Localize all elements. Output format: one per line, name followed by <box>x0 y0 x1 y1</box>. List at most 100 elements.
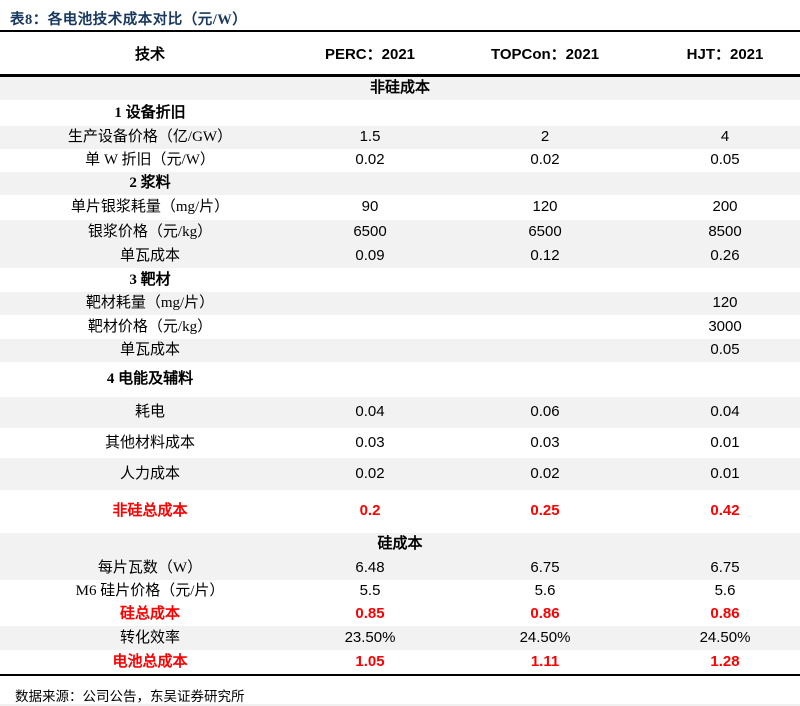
row-label: 3 靶材 <box>129 271 171 288</box>
table-row: 3 靶材 <box>0 268 800 292</box>
bottom-edge-line <box>0 704 800 706</box>
row-value: 5.5 <box>359 582 381 600</box>
section-label: 非硅成本 <box>369 80 430 97</box>
table-row: 转化效率 23.50% 24.50% 24.50% <box>0 626 800 650</box>
cost-comparison-table: 技术 PERC：2021 TOPCon：2021 HJT：2021 非硅成本 1 … <box>0 30 800 676</box>
table-row: 每片瓦数（W） 6.48 6.75 6.75 <box>0 556 800 580</box>
row-value: 0.03 <box>530 433 560 451</box>
row-value: 0.01 <box>710 464 740 482</box>
section-row: 硅成本 <box>0 533 800 556</box>
row-value: 6500 <box>353 222 387 240</box>
row-value: 0.86 <box>710 605 740 623</box>
table-row: 1 设备折旧 <box>0 100 800 126</box>
row-value: 0.03 <box>355 433 385 451</box>
row-label: 人力成本 <box>119 465 180 482</box>
row-value: 1.05 <box>355 652 385 670</box>
row-value: 4 <box>720 128 730 146</box>
row-value: 0.12 <box>530 246 560 264</box>
table-row: 耗电 0.04 0.06 0.04 <box>0 397 800 428</box>
row-label: 生产设备价格（亿/GW） <box>67 129 233 146</box>
table-body: 非硅成本 1 设备折旧生产设备价格（亿/GW） 1.5 2 4 单 W 折旧（元/W） 0.… <box>0 77 800 674</box>
table-row: 其他材料成本 0.03 0.03 0.01 <box>0 428 800 458</box>
row-value: 200 <box>712 198 738 216</box>
row-value: 2 <box>540 128 550 146</box>
row-value: 0.42 <box>710 502 740 520</box>
table-row: 靶材耗量（mg/片） 120 <box>0 292 800 315</box>
table-row: 靶材价格（元/kg） 3000 <box>0 315 800 339</box>
row-value: 0.25 <box>530 502 560 520</box>
header-hjt: HJT：2021 <box>686 45 764 63</box>
table-row: 生产设备价格（亿/GW） 1.5 2 4 <box>0 126 800 149</box>
row-label: 单瓦成本 <box>119 342 180 359</box>
row-value: 8500 <box>708 222 742 240</box>
row-label: 单片银浆耗量（mg/片） <box>70 199 230 216</box>
row-label: 1 设备折旧 <box>114 104 186 121</box>
row-value: 1.11 <box>530 652 560 670</box>
row-value: 24.50% <box>519 628 571 646</box>
row-value: 0.05 <box>710 341 740 359</box>
table-row: 单瓦成本 0.09 0.12 0.26 <box>0 244 800 268</box>
row-label: 靶材耗量（mg/片） <box>85 295 215 312</box>
row-label: 硅总成本 <box>119 606 180 623</box>
row-value: 120 <box>532 198 558 216</box>
row-value: 0.04 <box>710 403 740 421</box>
row-label: 2 浆料 <box>129 175 171 192</box>
data-source-note: 数据来源：公司公告，东吴证券研究所 <box>15 689 245 704</box>
section-label: 硅成本 <box>377 536 423 553</box>
row-value: 5.6 <box>714 582 736 600</box>
row-value: 6.75 <box>710 558 740 576</box>
table-row: 单 W 折旧（元/W） 0.02 0.02 0.05 <box>0 149 800 172</box>
row-value: 0.02 <box>355 151 385 169</box>
section-row: 非硅成本 <box>0 77 800 100</box>
row-value: 120 <box>712 294 738 312</box>
header-perc: PERC：2021 <box>324 45 416 63</box>
table-header-row: 技术 PERC：2021 TOPCon：2021 HJT：2021 <box>0 32 800 77</box>
row-value: 0.01 <box>710 433 740 451</box>
row-label: 4 电能及辅料 <box>106 371 194 388</box>
row-value: 0.26 <box>710 246 740 264</box>
row-value: 24.50% <box>699 628 751 646</box>
row-value: 3000 <box>708 317 742 335</box>
row-value: 0.04 <box>355 403 385 421</box>
row-label: 其他材料成本 <box>104 434 195 451</box>
row-value: 6.48 <box>355 558 385 576</box>
table-row: 4 电能及辅料 <box>0 362 800 397</box>
row-value: 0.05 <box>710 151 740 169</box>
row-label: 转化效率 <box>119 629 180 646</box>
row-label: 银浆价格（元/kg） <box>87 223 213 240</box>
header-topcon: TOPCon：2021 <box>490 45 600 63</box>
row-value: 0.06 <box>530 403 560 421</box>
table-row: 2 浆料 <box>0 172 800 195</box>
row-label: 耗电 <box>134 404 165 421</box>
row-value: 0.02 <box>530 151 560 169</box>
row-value: 0.2 <box>359 502 381 520</box>
row-value: 23.50% <box>344 628 396 646</box>
row-value: 0.02 <box>530 464 560 482</box>
row-value: 6500 <box>528 222 562 240</box>
row-value: 0.09 <box>355 246 385 264</box>
row-label: 电池总成本 <box>112 653 188 670</box>
table-row: 人力成本 0.02 0.02 0.01 <box>0 458 800 490</box>
header-tech: 技术 <box>134 46 165 63</box>
table-row: 硅总成本 0.85 0.86 0.86 <box>0 603 800 626</box>
row-value: 0.86 <box>530 605 560 623</box>
row-value: 1.5 <box>359 128 381 146</box>
row-label: 单 W 折旧（元/W） <box>85 152 215 169</box>
row-value: 6.75 <box>530 558 560 576</box>
table-row: 非硅总成本 0.2 0.25 0.42 <box>0 490 800 533</box>
table-row: 银浆价格（元/kg） 6500 6500 8500 <box>0 220 800 244</box>
row-value: 0.85 <box>355 605 385 623</box>
row-value: 90 <box>361 198 379 216</box>
row-label: 单瓦成本 <box>119 247 180 264</box>
row-value: 5.6 <box>534 582 556 600</box>
row-label: 靶材价格（元/kg） <box>87 318 213 335</box>
table-title: 表8：各电池技术成本对比（元/W） <box>10 12 248 28</box>
row-value: 1.28 <box>710 652 740 670</box>
table-row: 单片银浆耗量（mg/片） 90 120 200 <box>0 195 800 220</box>
table-row: 单瓦成本 0.05 <box>0 339 800 362</box>
row-label: M6 硅片价格（元/片） <box>75 583 225 600</box>
table-row: 电池总成本 1.05 1.11 1.28 <box>0 650 800 674</box>
row-label: 每片瓦数（W） <box>97 559 203 576</box>
table-row: M6 硅片价格（元/片） 5.5 5.6 5.6 <box>0 580 800 603</box>
